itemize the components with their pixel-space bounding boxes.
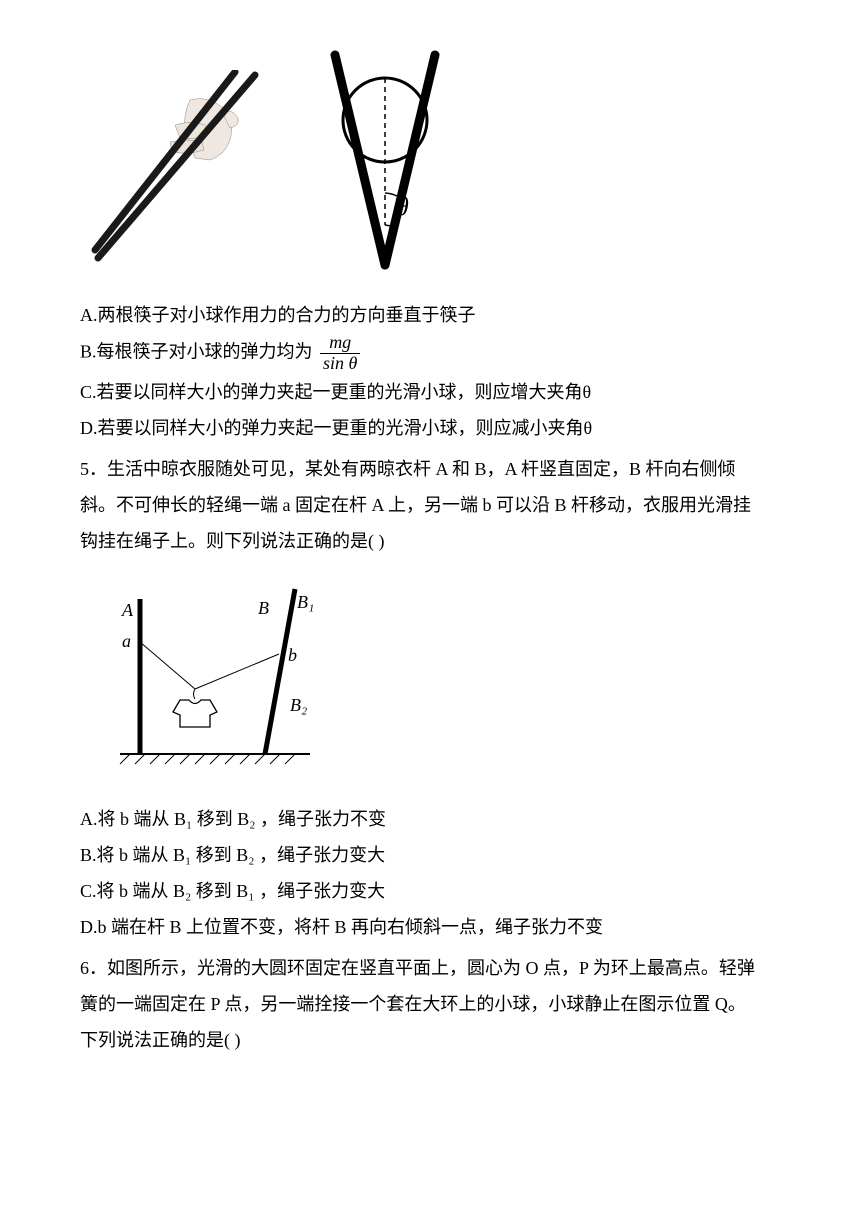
label-B: B: [258, 598, 269, 618]
label-B2: B₂: [290, 695, 307, 715]
q4-option-d: D.若要以同样大小的弹力夹起一更重的光滑小球，则应减小夹角θ: [80, 410, 780, 446]
q5-option-d: D.b 端在杆 B 上位置不变，将杆 B 再向右倾斜一点，绳子张力不变: [80, 909, 780, 945]
q4-figure-row: θ: [80, 50, 780, 282]
q5-stem-line: 钩挂在绳子上。则下列说法正确的是( ): [80, 523, 780, 559]
q5-stem-line: 斜。不可伸长的轻绳一端 a 固定在杆 A 上，另一端 b 可以沿 B 杆移动，衣…: [80, 487, 780, 523]
label-B1: B₁: [297, 592, 314, 612]
q5-option-a: A.将 b 端从 B₁ 移到 B₂ ，绳子张力不变: [80, 801, 780, 837]
q5-stem: 5．生活中晾衣服随处可见，某处有两晾衣杆 A 和 B，A 杆竖直固定，B 杆向右…: [80, 451, 780, 559]
chopsticks-hand-figure: [80, 70, 270, 282]
chopsticks-ball-figure: θ: [300, 50, 470, 282]
q5-diagram: A a B B₁ b B₂: [80, 574, 780, 786]
q6-stem: 6．如图所示，光滑的大圆环固定在竖直平面上，圆心为 O 点，P 为环上最高点。轻…: [80, 950, 780, 1058]
q4-option-a: A.两根筷子对小球作用力的合力的方向垂直于筷子: [80, 297, 780, 333]
q4-fraction: mg sin θ: [320, 333, 360, 374]
q6-stem-line: 下列说法正确的是( ): [80, 1022, 780, 1058]
q5-stem-line: 5．生活中晾衣服随处可见，某处有两晾衣杆 A 和 B，A 杆竖直固定，B 杆向右…: [80, 451, 780, 487]
q5-option-b: B.将 b 端从 B₁ 移到 B₂ ，绳子张力变大: [80, 837, 780, 873]
q4-option-b: B.每根筷子对小球的弹力均为 mg sin θ: [80, 333, 780, 374]
q4-option-c: C.若要以同样大小的弹力夹起一更重的光滑小球，则应增大夹角θ: [80, 374, 780, 410]
q6-stem-line: 6．如图所示，光滑的大圆环固定在竖直平面上，圆心为 O 点，P 为环上最高点。轻…: [80, 950, 780, 986]
label-b: b: [288, 645, 297, 665]
label-a: a: [122, 631, 131, 651]
q6-stem-line: 簧的一端固定在 P 点，另一端拴接一个套在大环上的小球，小球静止在图示位置 Q。: [80, 986, 780, 1022]
theta-label: θ: [396, 192, 409, 221]
label-A: A: [121, 600, 134, 620]
q5-option-c: C.将 b 端从 B₂ 移到 B₁ ，绳子张力变大: [80, 873, 780, 909]
